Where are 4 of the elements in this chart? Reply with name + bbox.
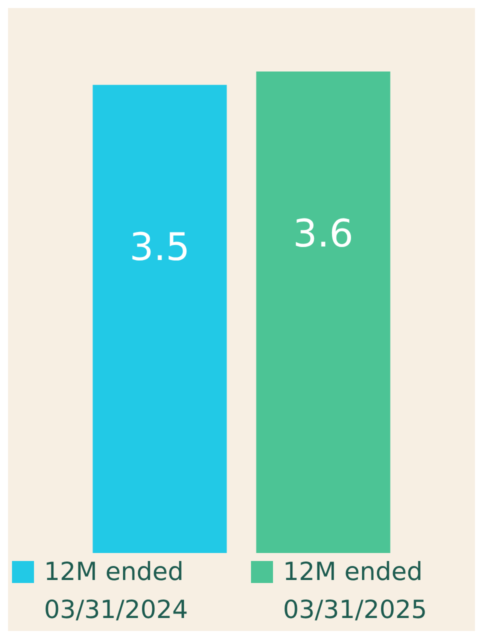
data-label: 3.6 [293, 211, 354, 256]
legend-label: 12M ended 03/31/2025 [283, 556, 428, 626]
data-label: 3.5 [130, 224, 190, 269]
legend-label: 12M ended 03/31/2024 [44, 556, 190, 626]
